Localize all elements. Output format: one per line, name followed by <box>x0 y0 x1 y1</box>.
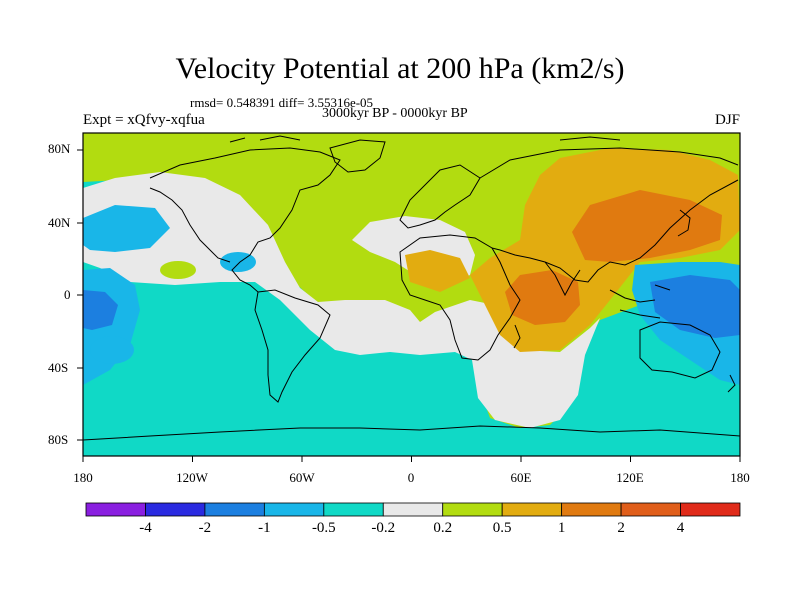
coastline-antarctica <box>83 425 740 441</box>
colorbar-label: -0.5 <box>311 520 336 536</box>
field-band-negative-large-east-pacific <box>83 290 118 330</box>
coastline-new-zealand <box>727 374 736 393</box>
colorbar-swatch <box>145 502 206 517</box>
coastline-madagascar <box>513 324 521 349</box>
lon-label-60w: 60W <box>289 470 315 485</box>
colorbar-swatch <box>263 502 325 517</box>
season-label: DJF <box>714 112 740 128</box>
colorbar-swatch <box>620 502 681 517</box>
lon-label-0: 0 <box>407 470 415 485</box>
coastline-arctic-islands <box>229 135 621 143</box>
field-band-positive-large-asia <box>572 190 722 262</box>
colorbar-swatch <box>323 502 384 517</box>
colorbar-label: 4 <box>676 520 685 536</box>
period-label: 3000kyr BP - 0000kyr BP <box>322 106 468 121</box>
field-band-negative-mid-north-pacific <box>83 205 170 252</box>
coastline-australia <box>639 321 721 379</box>
lon-label-120e: 120E <box>616 470 644 485</box>
colorbar-label: -2 <box>198 520 212 536</box>
colorbar-swatch <box>501 502 563 517</box>
coastline-india <box>544 261 581 297</box>
colorbar-swatch <box>204 502 265 517</box>
lon-label-60e: 60E <box>510 470 532 485</box>
colorbar-label: 0.2 <box>433 520 453 536</box>
field-patch-positive-pacific <box>160 261 196 279</box>
coastline-maritime-continent <box>609 284 671 319</box>
coastline-japan <box>677 209 691 237</box>
field-band-positive-large-africa <box>505 270 580 325</box>
colorbar <box>85 502 741 517</box>
velocity-potential-field <box>83 133 740 456</box>
lat-label-40n: 40N <box>48 215 71 230</box>
chart-title: Velocity Potential at 200 hPa (km2/s) <box>175 52 625 85</box>
lat-label-eq: 0 <box>64 287 71 302</box>
colorbar-swatch <box>382 502 444 517</box>
coastline-south-america <box>254 289 331 403</box>
lon-label-120w: 120W <box>176 470 208 485</box>
coastline-greenland <box>329 139 386 173</box>
colorbar-swatch <box>680 502 741 517</box>
lon-label-180w: 180 <box>73 470 93 485</box>
coastlines <box>83 135 740 441</box>
colorbar-label: -4 <box>139 520 152 536</box>
axis-ticks <box>77 149 741 462</box>
lat-label-40s: 40S <box>48 360 69 375</box>
coastline-africa <box>399 234 521 361</box>
colorbar-label: 0.5 <box>492 520 512 536</box>
lat-label-80n: 80N <box>48 141 71 156</box>
colorbar-label: -1 <box>258 520 271 536</box>
field-band-negative-large-west-pacific <box>650 275 740 338</box>
coastline-north-america <box>149 147 341 293</box>
lat-label-80s: 80S <box>48 432 69 447</box>
experiment-label: Expt = xQfvy-xqfua <box>83 112 205 128</box>
colorbar-swatch <box>561 502 622 517</box>
colorbar-label: 1 <box>557 520 566 536</box>
colorbar-label: -0.2 <box>371 520 396 536</box>
field-band-neutral <box>83 172 600 428</box>
coastline-asia <box>479 147 739 283</box>
colorbar-swatch <box>442 502 503 517</box>
lon-label-180e: 180 <box>730 470 750 485</box>
field-patch-negative-mid-caribbean <box>220 252 256 272</box>
stats-label: rmsd= 0.548391 diff= 3.55316e-05 <box>190 95 374 110</box>
colorbar-label: 2 <box>617 520 625 536</box>
field-patch-negative-mid-south-pacific <box>90 336 134 364</box>
colorbar-swatch <box>85 502 146 517</box>
coastline-europe <box>399 164 481 229</box>
